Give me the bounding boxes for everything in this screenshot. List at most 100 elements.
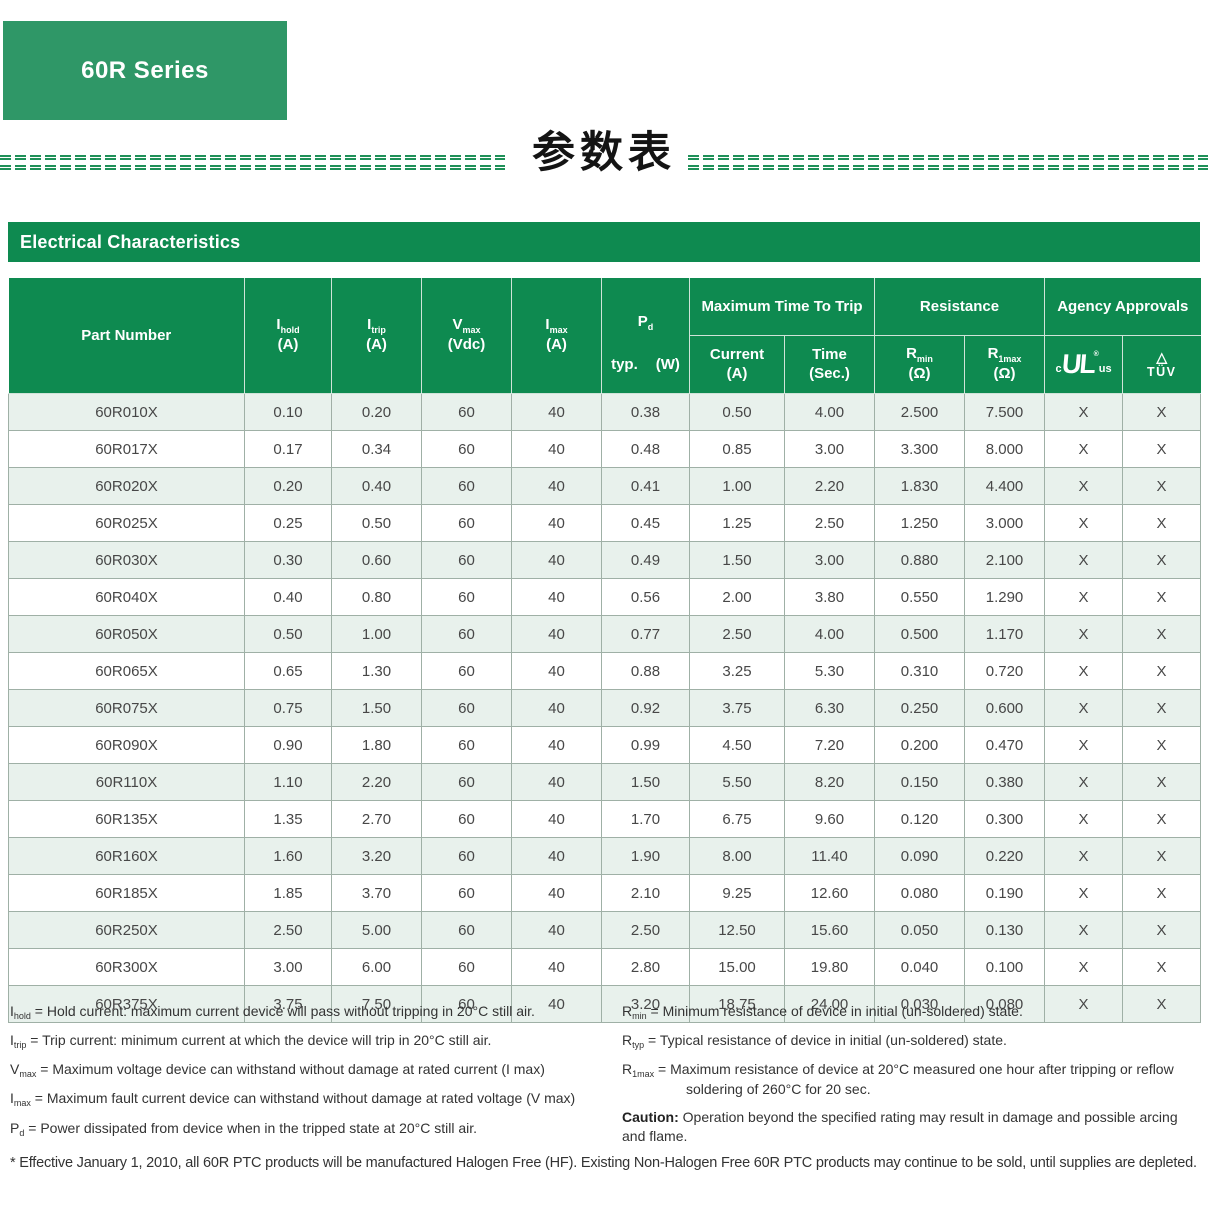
value-cell: 11.40 — [783, 837, 876, 875]
footnote-line: Itrip = Trip current: minimum current at… — [10, 1032, 492, 1051]
table-row: 60R075X 0.75 1.50 60 40 0.92 3.75 6.30 0.250 0.60… — [8, 689, 1202, 727]
group-header-agency-approvals: Agency Approvals — [1044, 278, 1201, 336]
footnote-symbol: Pd — [10, 1119, 25, 1138]
value-cell: 4.400 — [964, 467, 1046, 505]
approval-cell: X — [1044, 948, 1124, 986]
value-cell: 2.20 — [331, 763, 422, 801]
part-number-cell: 60R020X — [8, 467, 245, 505]
value-cell: 0.60 — [331, 541, 422, 579]
decorative-dashed-rule-right — [688, 155, 1208, 175]
value-cell: 9.60 — [783, 800, 876, 838]
value-cell: 0.90 — [244, 726, 332, 764]
ul-c-label: c — [1055, 363, 1062, 375]
table-row: 60R030X 0.30 0.60 60 40 0.49 1.50 3.00 0.880 2.10… — [8, 541, 1202, 579]
value-cell: 0.92 — [601, 689, 690, 727]
value-cell: 1.25 — [689, 504, 785, 542]
column-header-i-max: Imax (A) — [511, 278, 602, 394]
footnote-symbol: Itrip — [10, 1032, 27, 1051]
value-cell: 0.75 — [244, 689, 332, 727]
value-cell: 0.550 — [874, 578, 966, 616]
value-cell: 0.85 — [689, 430, 785, 468]
symbol-label: Vmax — [452, 316, 481, 335]
caution-note: Caution: Operation beyond the specified … — [622, 1109, 1178, 1145]
value-cell: 3.20 — [601, 985, 690, 1023]
unit-label: (Ω) — [908, 365, 931, 383]
value-cell: 60 — [421, 541, 512, 579]
part-number-cell: 60R040X — [8, 578, 245, 616]
value-cell: 0.310 — [874, 652, 966, 690]
part-number-cell: 60R090X — [8, 726, 245, 764]
column-header-i-trip: Itrip (A) — [331, 278, 422, 394]
value-cell: 0.50 — [331, 504, 422, 542]
table-row: 60R135X 1.35 2.70 60 40 1.70 6.75 9.60 0.120 0.30… — [8, 800, 1202, 838]
pd-units: typ. (W) — [611, 355, 680, 375]
value-cell: 1.830 — [874, 467, 966, 505]
part-number-cell: 60R375X — [8, 985, 245, 1023]
value-cell: 60 — [421, 948, 512, 986]
unit-label: (W) — [655, 355, 680, 373]
value-cell: 40 — [511, 541, 602, 579]
symbol-label: Itrip — [367, 316, 386, 335]
value-cell: 1.30 — [331, 652, 422, 690]
decorative-dashed-rule-left — [0, 155, 505, 175]
value-cell: 1.50 — [689, 541, 785, 579]
value-cell: 0.080 — [874, 874, 966, 912]
electrical-characteristics-table: Part Number Ihold (A) Itrip (A) Vmax (Vdc) Imax… — [8, 278, 1202, 1023]
table-row: 60R090X 0.90 1.80 60 40 0.99 4.50 7.20 0.200 0.47… — [8, 726, 1202, 764]
table-row: 60R025X 0.25 0.50 60 40 0.45 1.25 2.50 1.250 3.00… — [8, 504, 1202, 542]
value-cell: 2.500 — [874, 393, 966, 431]
value-cell: 0.050 — [874, 911, 966, 949]
footnotes: Ihold = Hold current: maximum current de… — [10, 1002, 1200, 1155]
value-cell: 5.50 — [689, 763, 785, 801]
value-cell: 0.20 — [244, 467, 332, 505]
footnote-line: Vmax = Maximum voltage device can withst… — [10, 1061, 545, 1080]
value-cell: 60 — [421, 985, 512, 1023]
value-cell: 40 — [511, 393, 602, 431]
value-cell: 3.000 — [964, 504, 1046, 542]
value-cell: 40 — [511, 763, 602, 801]
table-row: 60R040X 0.40 0.80 60 40 0.56 2.00 3.80 0.550 1.29… — [8, 578, 1202, 616]
approval-cell: X — [1044, 578, 1124, 616]
value-cell: 40 — [511, 726, 602, 764]
unit-label: (Ω) — [993, 365, 1016, 383]
value-cell: 2.80 — [601, 948, 690, 986]
value-cell: 0.65 — [244, 652, 332, 690]
approval-cell: X — [1122, 911, 1202, 949]
value-cell: 1.85 — [244, 874, 332, 912]
value-cell: 40 — [511, 430, 602, 468]
part-number-cell: 60R300X — [8, 948, 245, 986]
value-cell: 0.880 — [874, 541, 966, 579]
registered-mark-icon: ® — [1093, 351, 1099, 358]
approval-cell: X — [1044, 615, 1124, 653]
value-cell: 0.100 — [964, 948, 1046, 986]
approval-cell: X — [1122, 393, 1202, 431]
column-header-p-d: Pd typ. (W) — [601, 278, 690, 394]
value-cell: 0.50 — [244, 615, 332, 653]
footnotes-left-column: Ihold = Hold current: maximum current de… — [10, 1002, 622, 1155]
value-cell: 0.200 — [874, 726, 966, 764]
value-cell: 1.35 — [244, 800, 332, 838]
approval-cell: X — [1044, 763, 1124, 801]
table-row: 60R185X 1.85 3.70 60 40 2.10 9.25 12.60 0.080 0.1… — [8, 874, 1202, 912]
symbol-label: Rmin — [906, 345, 933, 364]
ul-us-label: us — [1098, 363, 1112, 375]
approval-cell: X — [1122, 948, 1202, 986]
approval-cell: X — [1122, 874, 1202, 912]
value-cell: 0.40 — [331, 467, 422, 505]
value-cell: 4.00 — [783, 615, 876, 653]
column-header-i-hold: Ihold (A) — [244, 278, 332, 394]
value-cell: 40 — [511, 615, 602, 653]
value-cell: 2.20 — [783, 467, 876, 505]
column-header-current: Current (A) — [689, 335, 785, 394]
value-cell: 1.50 — [601, 763, 690, 801]
halogen-free-note: * Effective January 1, 2010, all 60R PTC… — [10, 1155, 1197, 1171]
value-cell: 3.00 — [244, 948, 332, 986]
footnote-symbol: R1max — [622, 1061, 655, 1080]
c-ul-us-icon: c UL ® us — [1045, 349, 1122, 379]
approval-cell: X — [1044, 689, 1124, 727]
value-cell: 40 — [511, 504, 602, 542]
value-cell: 0.25 — [244, 504, 332, 542]
footnote-symbol: Rtyp — [622, 1032, 645, 1051]
value-cell: 40 — [511, 948, 602, 986]
approval-cell: X — [1044, 467, 1124, 505]
